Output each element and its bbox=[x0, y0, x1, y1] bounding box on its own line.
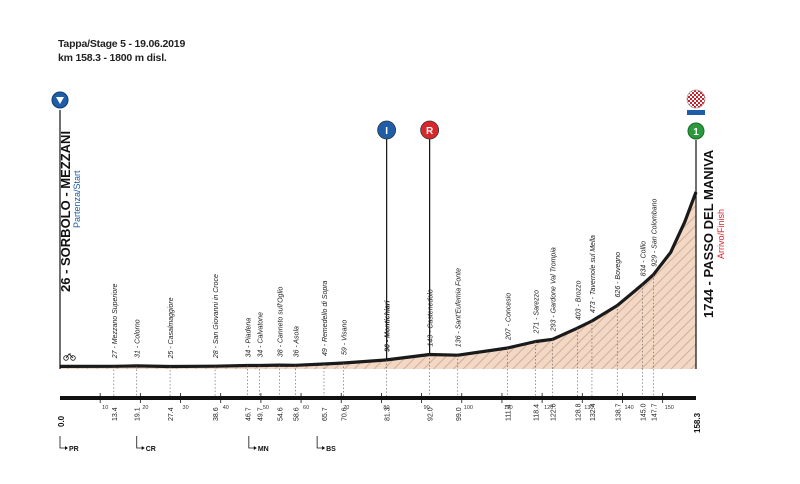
province-code: CR bbox=[146, 446, 156, 453]
place-label: 31 - Colorno bbox=[135, 319, 142, 358]
checkered-flag-icon bbox=[686, 89, 706, 115]
place-label: 403 - Brozzo bbox=[575, 280, 582, 320]
place-km: 49.7 bbox=[258, 407, 265, 421]
km-tick-label: 10 bbox=[102, 405, 108, 411]
km-tick-label: 50 bbox=[263, 405, 269, 411]
place-km: 54.6 bbox=[277, 407, 284, 421]
place-label: 34 - Calvatone bbox=[258, 312, 265, 358]
place-km: 122.6 bbox=[551, 403, 558, 421]
km-tick-label: 30 bbox=[183, 405, 189, 411]
place-label: 38 - Canneto sull'Oglio bbox=[277, 286, 284, 357]
km-tick-label: 20 bbox=[142, 405, 148, 411]
place-label: 34 - Piadena bbox=[246, 318, 253, 358]
km-tick-label: 40 bbox=[223, 405, 229, 411]
place-label: 143 - Castenedolo bbox=[428, 289, 435, 346]
stage-title: Tappa/Stage 5 - 19.06.2019 bbox=[58, 38, 186, 50]
km-tick-label: 100 bbox=[464, 405, 473, 411]
place-label: 49 - Remedello di Sopra bbox=[322, 280, 329, 356]
place-km: 92.0 bbox=[428, 407, 435, 421]
finish-km: 158.3 bbox=[693, 412, 702, 433]
place-km: 46.7 bbox=[246, 407, 253, 421]
place-km: 19.1 bbox=[135, 407, 142, 421]
place-label: 136 - Sant'Eufemia Fonte bbox=[456, 268, 463, 347]
start-km: 0.0 bbox=[57, 415, 66, 427]
place-label: 834 - Collio bbox=[641, 241, 648, 277]
place-km: 58.6 bbox=[293, 407, 300, 421]
place-label: 36 - Asola bbox=[293, 326, 300, 357]
place-km: 118.4 bbox=[534, 404, 541, 421]
place-km: 145.0 bbox=[641, 403, 648, 421]
place-label: 25 - Casalmaggiore bbox=[168, 297, 175, 359]
place-label: 28 - San Giovanni in Croce bbox=[213, 274, 220, 359]
place-label: 59 - Visano bbox=[342, 320, 349, 355]
stage-length: km 158.3 - 1800 m disl. bbox=[58, 52, 167, 64]
finish-badge: 1 bbox=[687, 122, 705, 140]
finish-sub: Arrivo/Finish bbox=[716, 209, 726, 259]
start-arrow-icon bbox=[51, 91, 69, 109]
km-tick-label: 60 bbox=[303, 405, 309, 411]
km-tick-label: 80 bbox=[383, 405, 389, 411]
province-code: PR bbox=[69, 446, 79, 453]
place-km: 70.6 bbox=[342, 407, 349, 421]
province-marker: PR bbox=[59, 436, 79, 453]
place-label: 929 - San Colombano bbox=[651, 199, 658, 267]
place-km: 138.7 bbox=[615, 403, 622, 421]
refreshment-point-icon: R bbox=[420, 120, 440, 140]
bicycle-icon bbox=[63, 353, 76, 361]
start-name: 26 - SORBOLO - MEZZANI bbox=[58, 131, 73, 292]
place-km: 132.4 bbox=[590, 403, 597, 421]
finish-name: 1744 - PASSO DEL MANIVA bbox=[701, 149, 716, 318]
place-km: 128.8 bbox=[575, 403, 582, 421]
place-label: 473 - Tavernole sul Mella bbox=[590, 235, 597, 313]
place-label: 27 - Mezzano Superiore bbox=[112, 283, 119, 359]
place-km: 38.6 bbox=[213, 407, 220, 421]
km-tick-label: 110 bbox=[504, 405, 513, 411]
km-tick-label: 90 bbox=[424, 405, 430, 411]
marker-label: R bbox=[426, 126, 434, 137]
place-label: 207 - Concesio bbox=[506, 293, 513, 341]
place-km: 147.7 bbox=[651, 403, 658, 421]
place-km: 81.3 bbox=[385, 407, 392, 421]
km-tick-label: 130 bbox=[584, 405, 593, 411]
province-code: MN bbox=[258, 446, 269, 453]
intermediate-sprint-icon: I bbox=[377, 120, 397, 140]
km-axis-bar bbox=[60, 396, 696, 400]
place-km: 27.4 bbox=[168, 407, 175, 421]
start-sub: Partenza/Start bbox=[72, 170, 82, 228]
profile-area bbox=[60, 192, 696, 369]
place-label: 271 - Sarezzo bbox=[534, 290, 541, 335]
place-km: 65.7 bbox=[322, 407, 329, 421]
km-tick-label: 150 bbox=[665, 405, 674, 411]
province-marker: MN bbox=[248, 436, 269, 453]
marker-label: I bbox=[385, 126, 388, 137]
place-label: 90 - Montichiari bbox=[385, 299, 392, 351]
province-code: BS bbox=[326, 446, 336, 453]
province-marker: CR bbox=[136, 436, 156, 453]
place-km: 99.0 bbox=[456, 407, 463, 421]
km-tick-label: 140 bbox=[624, 405, 633, 411]
place-label: 626 - Bovegno bbox=[615, 252, 622, 298]
km-tick-label: 70 bbox=[343, 405, 349, 411]
place-km: 13.4 bbox=[112, 407, 119, 421]
finish-badge-text: 1 bbox=[693, 127, 699, 138]
place-label: 293 - Gardone Val Trompia bbox=[551, 247, 558, 332]
km-tick-label: 120 bbox=[544, 405, 553, 411]
place-km: 111.4 bbox=[506, 404, 513, 421]
province-marker: BS bbox=[316, 436, 336, 453]
